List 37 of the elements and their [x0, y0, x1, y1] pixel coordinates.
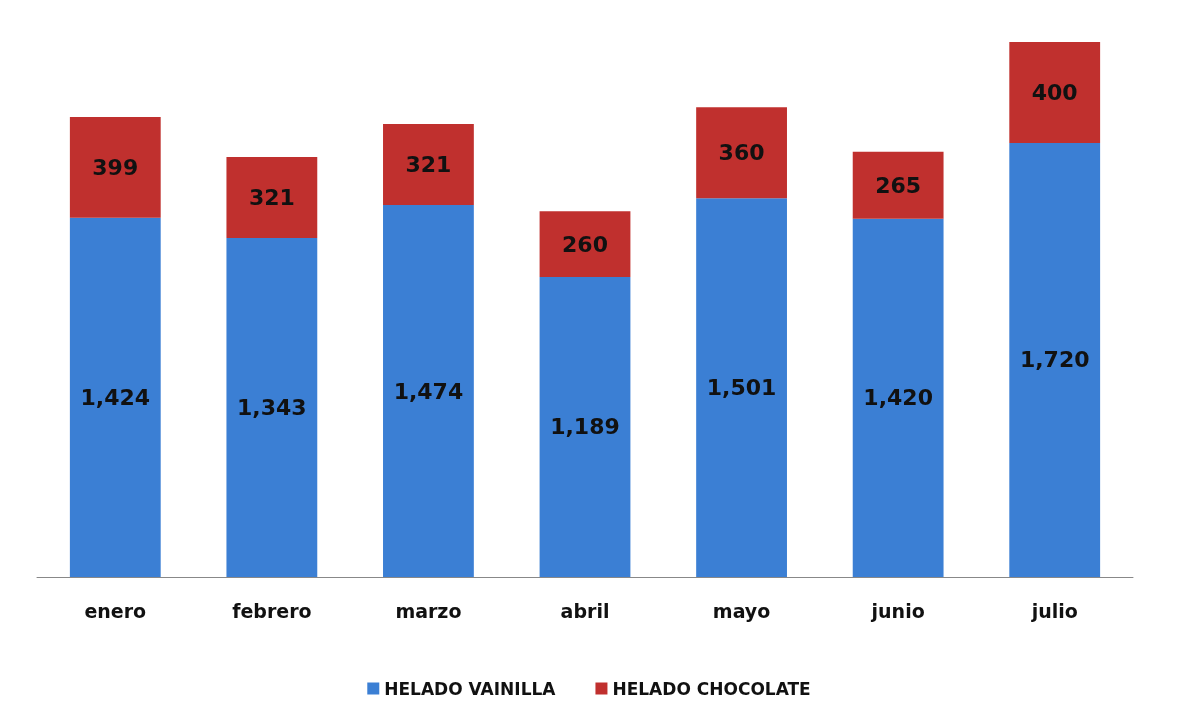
bar [696, 198, 787, 577]
bar [696, 107, 787, 199]
x-tick-label: febrero [232, 599, 312, 622]
legend-label: HELADO VAINILLA [384, 678, 557, 699]
x-tick-label: enero [84, 599, 147, 622]
data-label: 265 [875, 172, 922, 198]
data-label: 1,474 [393, 378, 464, 404]
data-label: 1,501 [706, 375, 777, 401]
bar [383, 124, 474, 206]
data-label: 360 [718, 140, 765, 166]
bar [69, 217, 161, 577]
data-label: 400 [1031, 79, 1078, 105]
x-tick-label: julio [1030, 599, 1078, 622]
x-tick-label: mayo [712, 599, 771, 622]
bar [1009, 142, 1101, 577]
data-label: 1,720 [1019, 347, 1090, 373]
legend-label: HELADO CHOCOLATE [612, 678, 811, 699]
bar [69, 116, 161, 218]
bar [539, 211, 631, 277]
bar [1009, 42, 1101, 143]
x-tick-label: marzo [395, 599, 462, 622]
bar [852, 218, 944, 577]
data-label: 321 [248, 185, 295, 211]
data-label: 399 [92, 154, 139, 180]
data-label: 321 [405, 152, 452, 178]
data-label: 260 [562, 231, 608, 257]
bar [226, 157, 318, 239]
bar [383, 205, 474, 577]
x-tick-label: abril [560, 599, 610, 622]
bar [226, 238, 318, 577]
data-label: 1,189 [550, 414, 620, 440]
data-label: 1,343 [237, 395, 307, 421]
data-label: 1,424 [80, 384, 151, 410]
data-label: 1,420 [863, 385, 933, 411]
x-tick-label: junio [870, 599, 925, 622]
bar [539, 276, 631, 577]
bar [852, 151, 944, 219]
